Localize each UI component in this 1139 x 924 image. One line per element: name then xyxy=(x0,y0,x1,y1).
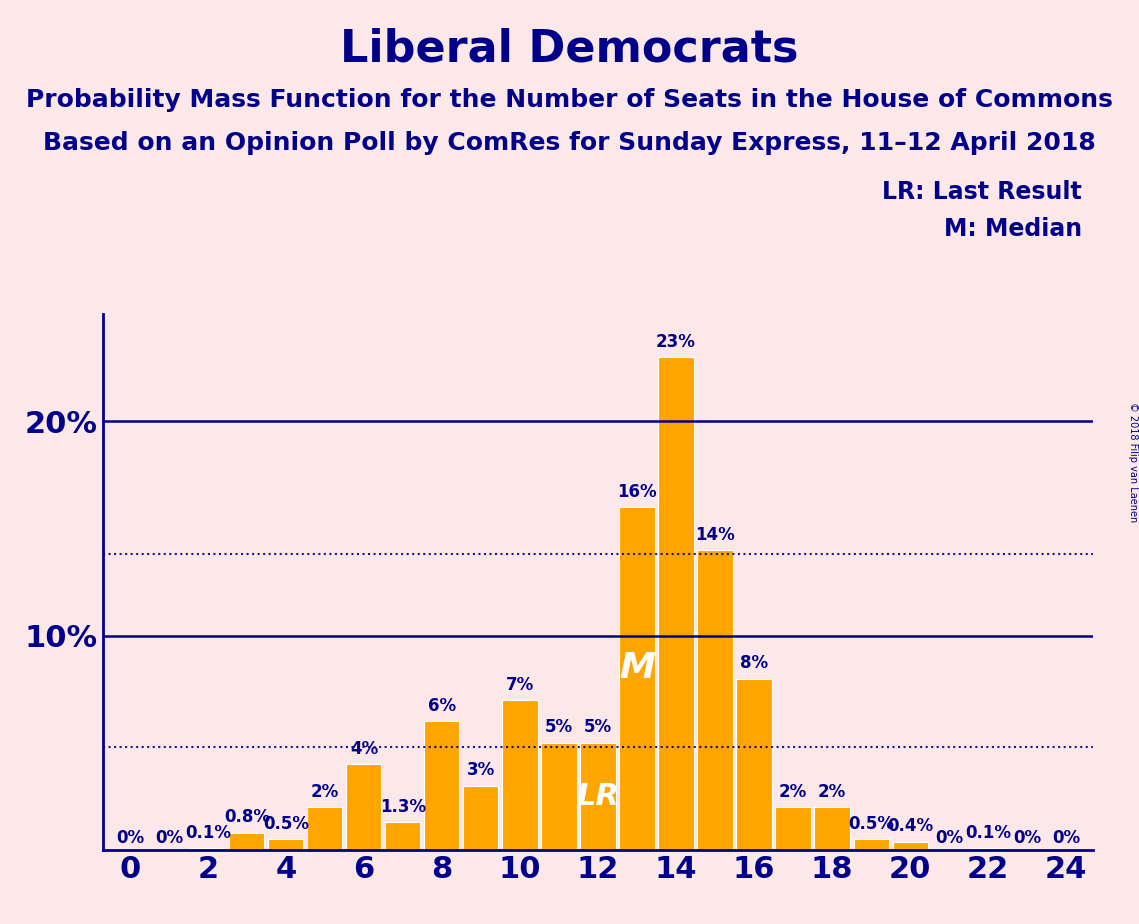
Text: 8%: 8% xyxy=(740,654,768,672)
Text: 3%: 3% xyxy=(467,761,495,779)
Bar xyxy=(697,550,732,850)
Text: 2%: 2% xyxy=(311,783,339,801)
Text: 23%: 23% xyxy=(656,333,696,350)
Text: 2%: 2% xyxy=(779,783,808,801)
Text: LR: Last Result: LR: Last Result xyxy=(883,180,1082,204)
Text: 0%: 0% xyxy=(116,829,144,847)
Bar xyxy=(620,507,655,850)
Bar xyxy=(970,848,1006,850)
Text: 0.5%: 0.5% xyxy=(263,815,309,833)
Text: 0%: 0% xyxy=(155,829,183,847)
Bar xyxy=(385,822,420,850)
Bar xyxy=(776,808,811,850)
Text: 16%: 16% xyxy=(617,482,657,501)
Text: LR: LR xyxy=(576,782,620,811)
Text: M: M xyxy=(618,650,655,685)
Text: 5%: 5% xyxy=(544,719,573,736)
Bar xyxy=(229,833,264,850)
Text: 6%: 6% xyxy=(428,697,456,715)
Text: Based on an Opinion Poll by ComRes for Sunday Express, 11–12 April 2018: Based on an Opinion Poll by ComRes for S… xyxy=(43,131,1096,155)
Bar xyxy=(190,848,226,850)
Text: 0.1%: 0.1% xyxy=(185,823,231,842)
Bar xyxy=(893,842,927,850)
Text: Liberal Democrats: Liberal Democrats xyxy=(341,28,798,71)
Text: M: Median: M: Median xyxy=(944,217,1082,241)
Text: 14%: 14% xyxy=(695,526,735,543)
Bar xyxy=(308,808,343,850)
Bar xyxy=(737,678,771,850)
Bar xyxy=(269,839,303,850)
Text: 0.4%: 0.4% xyxy=(887,817,933,835)
Text: 5%: 5% xyxy=(584,719,612,736)
Text: Probability Mass Function for the Number of Seats in the House of Commons: Probability Mass Function for the Number… xyxy=(26,88,1113,112)
Text: 0.1%: 0.1% xyxy=(965,823,1011,842)
Text: 4%: 4% xyxy=(350,740,378,758)
Bar xyxy=(346,764,382,850)
Text: 7%: 7% xyxy=(506,675,534,694)
Text: 0%: 0% xyxy=(1052,829,1080,847)
Bar xyxy=(814,808,850,850)
Text: 1.3%: 1.3% xyxy=(379,797,426,816)
Text: 0%: 0% xyxy=(1013,829,1041,847)
Bar xyxy=(541,743,576,850)
Text: 0%: 0% xyxy=(935,829,964,847)
Text: 2%: 2% xyxy=(818,783,846,801)
Bar xyxy=(658,357,694,850)
Bar xyxy=(502,700,538,850)
Bar xyxy=(853,839,888,850)
Text: 0.8%: 0.8% xyxy=(224,808,270,826)
Bar xyxy=(464,785,499,850)
Text: © 2018 Filip van Laenen: © 2018 Filip van Laenen xyxy=(1129,402,1138,522)
Text: 0.5%: 0.5% xyxy=(849,815,894,833)
Bar xyxy=(581,743,615,850)
Bar xyxy=(425,722,459,850)
